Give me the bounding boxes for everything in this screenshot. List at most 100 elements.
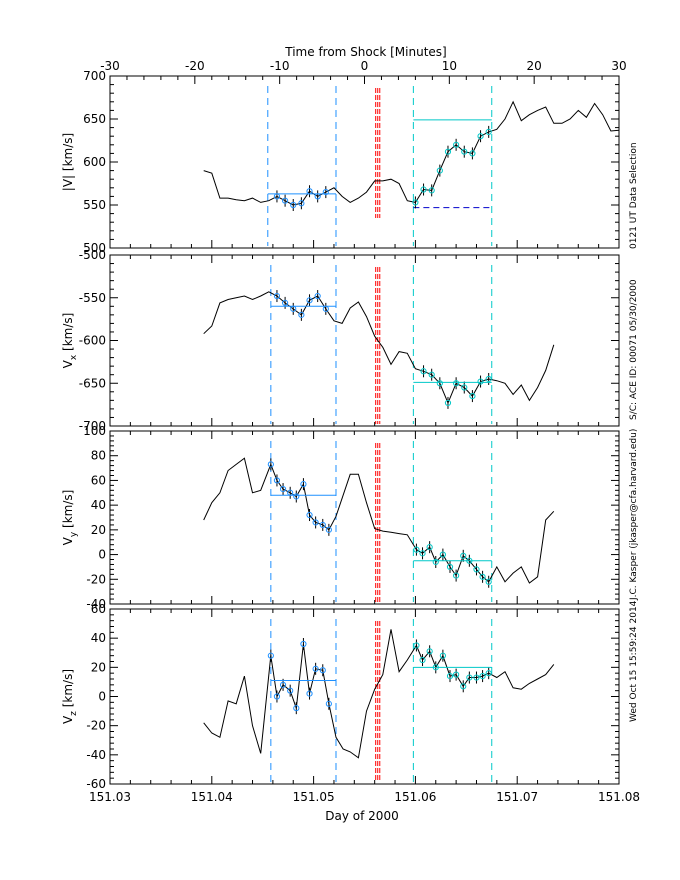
x-tick-label: 151.04 — [191, 790, 233, 804]
upstream-point — [279, 485, 287, 493]
upstream-point — [293, 705, 300, 712]
downstream-point — [439, 551, 446, 558]
upstream-point — [306, 690, 313, 697]
y-tick-label: -650 — [79, 376, 106, 390]
downstream-point — [413, 642, 420, 649]
downstream-point — [461, 148, 468, 155]
downstream-point — [479, 573, 486, 580]
y-tick-label: 600 — [83, 155, 106, 169]
y-tick-label: 20 — [91, 523, 106, 537]
downstream-point — [444, 148, 452, 155]
top-tick-label: -10 — [270, 59, 290, 73]
y-tick-label: 650 — [83, 112, 106, 126]
downstream-point — [460, 552, 467, 559]
downstream-point — [453, 572, 460, 579]
top-tick-label: -30 — [100, 59, 120, 73]
upstream-point — [319, 667, 326, 674]
y-tick-label: -700 — [79, 419, 106, 433]
y-tick-label: 60 — [91, 473, 106, 487]
side-text-spacecraft: S/C: ACE ID: 00071 05/30/2000 — [629, 279, 639, 420]
upstream-point — [312, 519, 319, 526]
upstream-point — [273, 292, 281, 300]
y-tick-label: 100 — [83, 424, 106, 438]
y-axis-label: Vz [km/s] — [61, 669, 79, 724]
downstream-point — [473, 566, 480, 573]
upstream-point — [306, 511, 313, 519]
y-tick-label: 0 — [98, 548, 106, 562]
upstream-point — [298, 200, 305, 207]
downstream-point — [466, 674, 473, 681]
upstream-point — [267, 652, 274, 659]
upstream-point — [281, 299, 289, 306]
upstream-point — [281, 197, 289, 204]
downstream-point — [419, 656, 426, 664]
upstream-point — [293, 493, 300, 500]
upstream-point — [325, 526, 332, 533]
y-tick-label: 40 — [91, 631, 106, 645]
x-tick-label: 151.06 — [394, 790, 436, 804]
y-axis-label: Vx [km/s] — [61, 313, 79, 369]
downstream-point — [460, 683, 467, 690]
top-tick-label: 20 — [527, 59, 542, 73]
top-tick-label: 30 — [611, 59, 626, 73]
panel-vy: -40 -20 0 20 40 60 80 100 Vy [km/s] — [61, 424, 620, 611]
trace-line — [203, 100, 620, 206]
downstream-point — [446, 672, 454, 680]
y-tick-label: -20 — [86, 719, 106, 733]
x-tick-label: 151.07 — [496, 790, 538, 804]
top-tick-label: 10 — [442, 59, 457, 73]
upstream-point — [287, 687, 294, 694]
upstream-point — [306, 297, 313, 304]
x-tick-label: 151.05 — [293, 790, 335, 804]
upstream-point — [279, 681, 287, 688]
panel-frame — [109, 254, 620, 427]
y-tick-label: 550 — [83, 198, 106, 212]
downstream-point — [477, 133, 484, 140]
y-tick-label: -550 — [79, 291, 106, 305]
downstream-point — [420, 186, 427, 193]
downstream-point — [436, 167, 443, 174]
upstream-point — [300, 640, 307, 648]
y-tick-label: -40 — [86, 748, 106, 762]
y-tick-label: 60 — [91, 602, 106, 616]
upstream-point — [314, 292, 321, 300]
downstream-point — [426, 648, 433, 655]
panel-vz: -60 -40 -20 0 20 40 60 151.03 151.04 151.05 151.06… — [61, 602, 640, 804]
side-text-data-selection: 0121 UT Data Selection — [629, 142, 639, 249]
y-tick-label: 40 — [91, 498, 106, 512]
panel-speed: 500 550 600 650 700-30 -20 -10 0 10 20 30 |V| [km/s… — [61, 59, 627, 255]
downstream-point — [426, 544, 433, 551]
y-tick-label: -500 — [79, 248, 106, 262]
panel-frame — [109, 75, 620, 249]
downstream-point — [428, 187, 435, 194]
downstream-point — [439, 652, 446, 659]
y-axis-label: |V| [km/s] — [61, 133, 75, 191]
downstream-point — [446, 563, 454, 571]
downstream-point — [485, 578, 492, 585]
downstream-point — [453, 671, 460, 678]
downstream-point — [469, 150, 476, 157]
y-tick-label: 500 — [83, 241, 106, 255]
downstream-point — [469, 392, 476, 400]
upstream-point — [325, 700, 332, 707]
panel-vx: -700 -650 -600 -550 -500 Vx [km/s] — [61, 248, 620, 433]
downstream-point — [428, 371, 435, 378]
upstream-point — [273, 693, 281, 700]
y-tick-label: -60 — [86, 777, 106, 791]
y-tick-label: 0 — [98, 690, 106, 704]
top-tick-label: -20 — [185, 59, 205, 73]
panel-frame — [109, 608, 620, 785]
downstream-point — [461, 384, 468, 391]
y-tick-label: -20 — [86, 572, 106, 586]
y-tick-label: 700 — [83, 69, 106, 83]
downstream-point — [473, 674, 480, 681]
upstream-point — [267, 461, 274, 468]
downstream-point — [444, 399, 452, 407]
y-tick-label: 20 — [91, 660, 106, 674]
downstream-point — [413, 546, 420, 553]
side-annotations: 0121 UT Data Selection S/C: ACE ID: 0007… — [629, 142, 639, 722]
y-tick-label: -40 — [86, 597, 106, 611]
y-tick-label: -600 — [79, 334, 106, 348]
top-axis-label: Time from Shock [Minutes] — [284, 45, 446, 59]
